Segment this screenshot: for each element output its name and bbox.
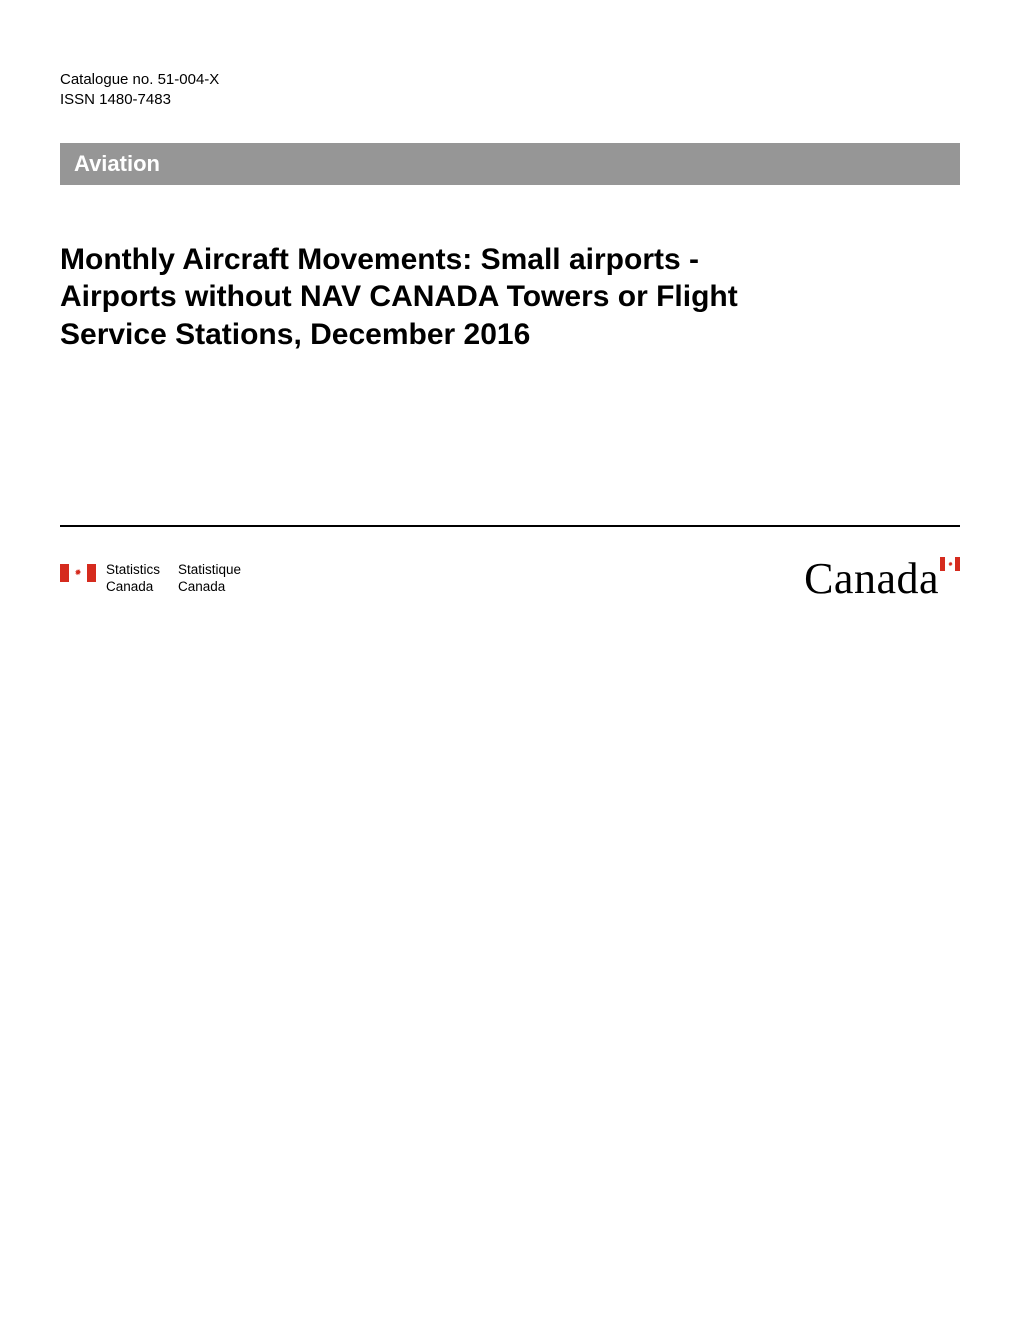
category-label: Aviation (74, 151, 160, 176)
catalogue-number: Catalogue no. 51-004-X (60, 70, 960, 90)
statcan-french: Statistique Canada (178, 562, 241, 594)
issn-number: ISSN 1480-7483 (60, 90, 960, 110)
footer-row: Statistics Canada Statistique Canada Can… (60, 553, 960, 604)
statcan-english: Statistics Canada (106, 562, 160, 594)
statistics-canada-signature: Statistics Canada Statistique Canada (60, 562, 241, 594)
catalogue-info: Catalogue no. 51-004-X ISSN 1480-7483 (60, 70, 960, 111)
horizontal-divider (60, 525, 960, 527)
statcan-text: Statistics Canada Statistique Canada (106, 562, 241, 594)
statcan-en-line1: Statistics (106, 562, 160, 578)
statcan-en-line2: Canada (106, 579, 160, 595)
document-page: Catalogue no. 51-004-X ISSN 1480-7483 Av… (0, 0, 1020, 664)
canada-flag-icon (60, 564, 96, 582)
canada-wordmark: Canada (804, 553, 960, 604)
statcan-fr-line2: Canada (178, 579, 241, 595)
maple-leaf-icon (73, 568, 83, 578)
document-title: Monthly Aircraft Movements: Small airpor… (60, 241, 760, 354)
category-bar: Aviation (60, 143, 960, 185)
wordmark-text: Canada (804, 553, 939, 604)
wordmark-flag-icon (940, 557, 960, 571)
maple-leaf-icon (947, 561, 954, 568)
statcan-fr-line1: Statistique (178, 562, 241, 578)
